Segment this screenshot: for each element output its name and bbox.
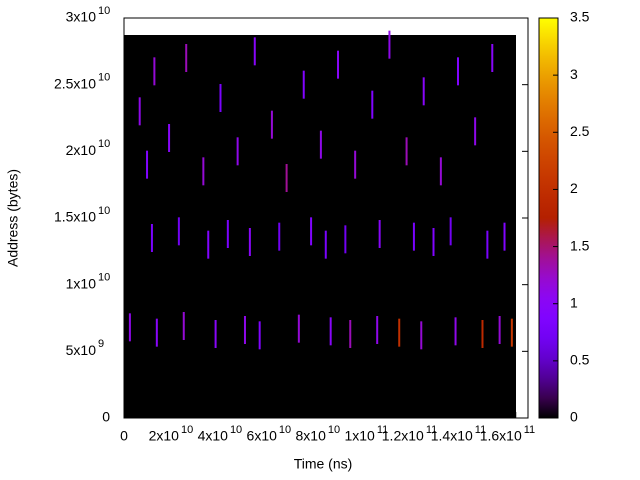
heatmap-cell bbox=[153, 57, 156, 86]
heatmap-cell bbox=[510, 318, 513, 347]
heatmap-cell bbox=[285, 164, 288, 192]
heatmap-cell bbox=[371, 90, 374, 119]
x-tick-exponent: 10 bbox=[230, 424, 242, 436]
heatmap-cell bbox=[319, 130, 322, 159]
y-tick-exponent: 10 bbox=[98, 72, 110, 84]
heatmap-cell bbox=[207, 230, 210, 259]
heatmap-cell bbox=[398, 318, 401, 347]
heatmap-cell bbox=[405, 137, 408, 166]
x-tick-label: 1.4x10 bbox=[431, 428, 473, 444]
colorbar-tick-label: 0.5 bbox=[570, 352, 590, 368]
y-axis-label: Address (bytes) bbox=[5, 169, 21, 267]
heatmap-cell bbox=[337, 50, 340, 79]
x-tick-label: 0 bbox=[120, 428, 128, 444]
y-tick-exponent: 10 bbox=[98, 205, 110, 217]
heatmap-cell bbox=[226, 220, 229, 248]
heatmap-cell bbox=[422, 77, 425, 106]
heatmap-cell bbox=[302, 70, 305, 99]
heatmap-cell bbox=[503, 222, 506, 251]
y-tick-exponent: 10 bbox=[98, 138, 110, 150]
heatmap-cell bbox=[182, 312, 185, 340]
colorbar-tick-label: 2.5 bbox=[570, 123, 590, 139]
y-tick-label: 1.5x10 bbox=[54, 209, 96, 225]
x-tick-exponent: 11 bbox=[377, 424, 388, 436]
x-tick-label: 1x10 bbox=[344, 428, 375, 444]
x-tick-label: 8x10 bbox=[296, 428, 327, 444]
heatmap-cell bbox=[270, 110, 273, 139]
heatmap-cell bbox=[258, 321, 261, 350]
heatmap-cell bbox=[214, 320, 217, 348]
heatmap-cell bbox=[344, 225, 347, 254]
colorbar-tick-label: 1.5 bbox=[570, 237, 590, 253]
heatmap-cell bbox=[243, 316, 246, 344]
heatmap-cell bbox=[278, 222, 281, 251]
heatmap-cell bbox=[486, 230, 489, 259]
heatmap-cell bbox=[376, 316, 379, 344]
heatmap-cell bbox=[378, 220, 381, 248]
heatmap-cell bbox=[324, 230, 327, 259]
y-tick-exponent: 10 bbox=[98, 272, 110, 284]
heatmap-cell bbox=[128, 313, 131, 342]
heatmap-cell bbox=[310, 217, 313, 246]
heatmap-cell bbox=[454, 317, 457, 346]
x-tick-exponent: 11 bbox=[426, 424, 437, 436]
heatmap-cell bbox=[439, 157, 442, 186]
y-tick-label: 0 bbox=[102, 409, 110, 425]
y-tick-label: 5x10 bbox=[66, 342, 97, 358]
heatmap-cell bbox=[168, 124, 171, 152]
heatmap-cell bbox=[202, 157, 205, 186]
heatmap-cell bbox=[420, 321, 423, 350]
heatmap-cell bbox=[219, 84, 222, 112]
heatmap-cell bbox=[248, 228, 251, 256]
y-tick-label: 2x10 bbox=[66, 142, 97, 158]
heatmap-cell bbox=[138, 97, 141, 126]
colorbar-tick-label: 2 bbox=[570, 180, 578, 196]
colorbar-tick-label: 1 bbox=[570, 294, 578, 310]
x-tick-label: 1.6x10 bbox=[480, 428, 522, 444]
x-tick-exponent: 10 bbox=[328, 424, 340, 436]
heatmap-cell bbox=[146, 150, 149, 179]
x-tick-label: 4x10 bbox=[198, 428, 229, 444]
heatmap-cell bbox=[412, 222, 415, 251]
y-tick-label: 2.5x10 bbox=[54, 75, 96, 91]
colorbar-tick-label: 3 bbox=[570, 66, 578, 82]
y-tick-exponent: 10 bbox=[98, 5, 110, 17]
y-tick-label: 1x10 bbox=[66, 275, 97, 291]
heatmap-cell bbox=[155, 318, 158, 347]
heatmap-cell bbox=[456, 57, 459, 86]
x-tick-exponent: 11 bbox=[475, 424, 486, 436]
x-tick-exponent: 11 bbox=[524, 424, 535, 436]
x-tick-exponent: 10 bbox=[279, 424, 291, 436]
heatmap-cell bbox=[185, 44, 188, 72]
colorbar bbox=[538, 17, 559, 419]
x-axis-label: Time (ns) bbox=[294, 456, 353, 472]
x-tick-exponent: 10 bbox=[181, 424, 193, 436]
heatmap-cell bbox=[432, 228, 435, 256]
heatmap-cell bbox=[349, 320, 352, 348]
colorbar-tick-label: 3.5 bbox=[570, 9, 590, 25]
heatmap-cell bbox=[388, 30, 391, 59]
heatmap-cell bbox=[449, 217, 452, 246]
heatmap-cell bbox=[354, 150, 357, 179]
heatmap-cell bbox=[253, 37, 256, 66]
heatmap-cell bbox=[236, 137, 239, 166]
heatmap-background bbox=[124, 35, 516, 418]
heatmap-cell bbox=[329, 317, 332, 346]
heatmap-cell bbox=[297, 314, 300, 343]
heatmap-cell bbox=[150, 224, 153, 252]
heatmap-cell bbox=[491, 44, 494, 72]
colorbar-tick-label: 0 bbox=[570, 409, 578, 425]
x-tick-label: 6x10 bbox=[247, 428, 278, 444]
x-tick-label: 2x10 bbox=[149, 428, 180, 444]
heatmap-cell bbox=[474, 117, 477, 146]
heatmap-cell bbox=[481, 320, 484, 348]
heatmap-cell bbox=[498, 316, 501, 344]
y-tick-label: 3x10 bbox=[66, 9, 97, 25]
heatmap-cell bbox=[177, 217, 180, 246]
x-tick-label: 1.2x10 bbox=[382, 428, 424, 444]
y-tick-exponent: 9 bbox=[98, 338, 104, 350]
